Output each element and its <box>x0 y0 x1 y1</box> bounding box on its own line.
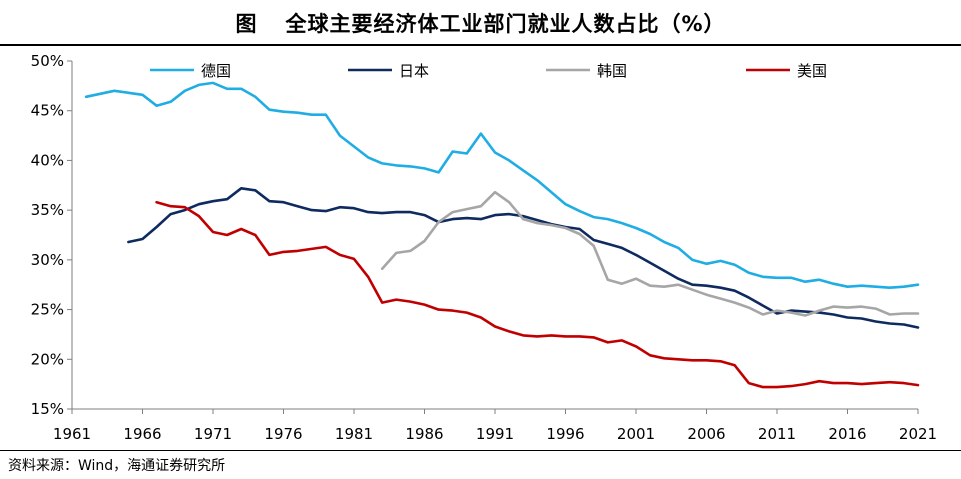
chart-axes <box>67 60 919 414</box>
source-rule <box>0 450 961 451</box>
y-tick-label: 20% <box>31 350 64 368</box>
x-tick-label: 1986 <box>405 425 443 443</box>
title-text: 全球主要经济体工业部门就业人数占比（%） <box>285 12 726 36</box>
y-tick-label: 50% <box>31 52 64 70</box>
x-tick-label: 1996 <box>546 425 584 443</box>
series-line-0 <box>84 81 920 289</box>
x-tick-label: 2006 <box>687 425 725 443</box>
x-tick-label: 1981 <box>335 425 373 443</box>
x-tick-label: 2016 <box>828 425 866 443</box>
x-tick-label: 2021 <box>899 425 937 443</box>
series-line-1 <box>127 187 920 329</box>
x-tick-label: 1971 <box>194 425 232 443</box>
title-rule <box>0 44 961 46</box>
y-tick-label: 15% <box>31 400 64 418</box>
legend-label-3: 美国 <box>797 62 827 80</box>
legend-label-0: 德国 <box>201 62 231 80</box>
series-line-2 <box>380 190 920 317</box>
legend-label-1: 日本 <box>399 62 429 80</box>
series-line-3 <box>155 200 920 389</box>
chart-title: 图 全球主要经济体工业部门就业人数占比（%） <box>0 8 961 38</box>
chart-series-lines <box>84 81 920 389</box>
chart-tick-labels: 15% 20% 25% 30% 35% 40% 45% 50% 1961 1966 1971 1976… <box>31 52 937 443</box>
x-tick-label: 2001 <box>617 425 655 443</box>
y-tick-label: 40% <box>31 151 64 169</box>
x-tick-label: 1961 <box>53 425 91 443</box>
source-note: 资料来源：Wind，海通证券研究所 <box>8 458 226 474</box>
y-tick-label: 30% <box>31 251 64 269</box>
line-chart: 德国 日本 韩国 美国 15% 20% 25% 30% 35% 40% 45% 50% 1961 196… <box>31 52 937 443</box>
x-tick-label: 1991 <box>476 425 514 443</box>
x-tick-label: 1966 <box>123 425 161 443</box>
x-tick-label: 1976 <box>264 425 302 443</box>
x-tick-label: 2011 <box>758 425 796 443</box>
legend-label-2: 韩国 <box>597 62 627 80</box>
y-tick-label: 35% <box>31 201 64 219</box>
y-tick-label: 25% <box>31 301 64 319</box>
chart-legend: 德国 日本 韩国 美国 <box>150 62 827 80</box>
title-prefix: 图 <box>235 12 258 36</box>
y-tick-label: 45% <box>31 102 64 120</box>
